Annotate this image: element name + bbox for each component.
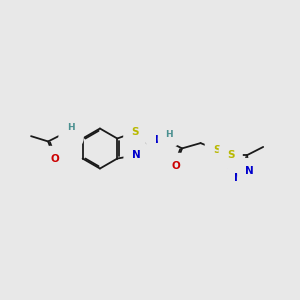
Text: O: O [171, 161, 180, 171]
Text: O: O [50, 154, 59, 164]
Text: S: S [227, 150, 235, 160]
Text: N: N [155, 135, 164, 145]
Text: N: N [235, 172, 243, 182]
Text: N: N [245, 166, 254, 176]
Text: N: N [67, 128, 76, 138]
Text: N: N [132, 150, 140, 160]
Text: S: S [131, 127, 139, 137]
Text: H: H [165, 130, 172, 140]
Text: H: H [67, 123, 75, 132]
Text: S: S [213, 145, 220, 154]
